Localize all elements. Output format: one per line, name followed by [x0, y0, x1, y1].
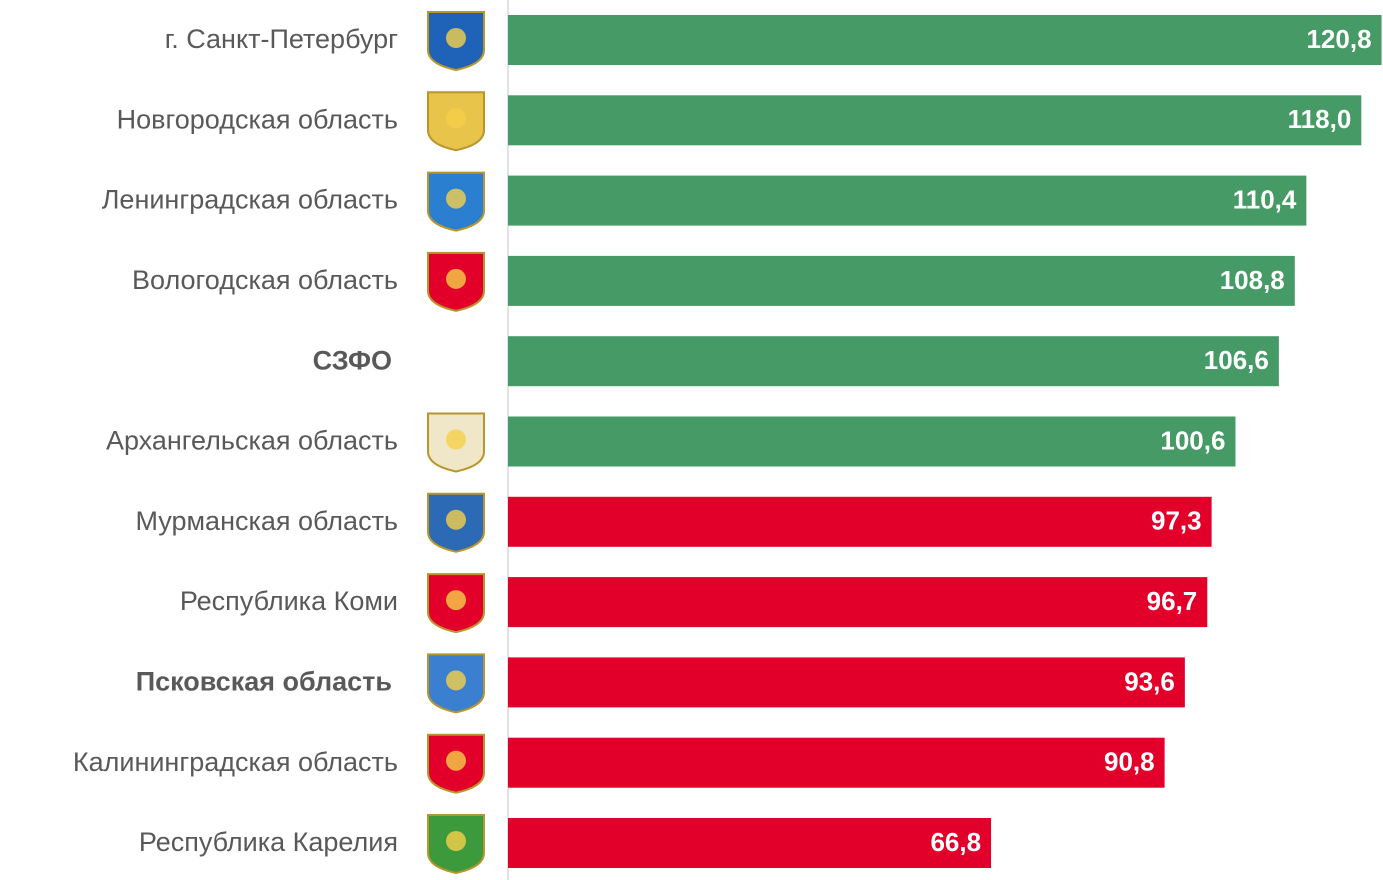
category-label: г. Санкт-Петербург — [165, 24, 398, 54]
bar — [508, 657, 1185, 708]
bar — [508, 336, 1279, 387]
category-label: Мурманская область — [135, 506, 398, 536]
category-label: Архангельская область — [106, 426, 398, 456]
bar — [508, 255, 1295, 306]
coat-of-arms-emblem — [446, 509, 466, 530]
category-label: Калининградская область — [73, 747, 398, 777]
category-label: Псковская область — [136, 667, 392, 697]
bar — [508, 737, 1165, 788]
category-label: Республика Карелия — [139, 827, 398, 857]
coat-of-arms-emblem — [446, 108, 466, 129]
category-label: СЗФО — [313, 345, 392, 375]
value-label: 93,6 — [1124, 666, 1175, 696]
category-label: Республика Коми — [180, 586, 398, 616]
coat-of-arms-emblem — [446, 28, 466, 48]
value-label: 100,6 — [1160, 425, 1225, 455]
value-label: 106,6 — [1204, 345, 1269, 375]
coat-of-arms-emblem — [446, 268, 466, 289]
bar — [508, 175, 1307, 226]
value-label: 120,8 — [1306, 24, 1371, 54]
coat-of-arms-emblem — [446, 831, 466, 851]
value-label: 66,8 — [930, 827, 981, 857]
category-label: Новгородская область — [117, 104, 398, 134]
bar — [508, 15, 1382, 65]
bar — [508, 577, 1208, 628]
coat-of-arms-emblem — [446, 670, 466, 691]
bar — [508, 496, 1212, 547]
coat-of-arms-emblem — [446, 590, 466, 611]
value-label: 118,0 — [1288, 104, 1352, 134]
bar — [508, 416, 1236, 467]
coat-of-arms-emblem — [446, 188, 466, 209]
value-label: 90,8 — [1104, 747, 1155, 777]
bar — [508, 818, 992, 868]
value-label: 110,4 — [1233, 184, 1297, 214]
coat-of-arms-emblem — [446, 750, 466, 771]
value-label: 108,8 — [1220, 265, 1285, 295]
category-label: Ленинградская область — [102, 185, 398, 215]
value-label: 97,3 — [1151, 506, 1202, 536]
category-label: Вологодская область — [132, 265, 398, 295]
value-label: 96,7 — [1147, 586, 1198, 616]
coat-of-arms-emblem — [446, 429, 466, 450]
bar — [508, 95, 1362, 146]
